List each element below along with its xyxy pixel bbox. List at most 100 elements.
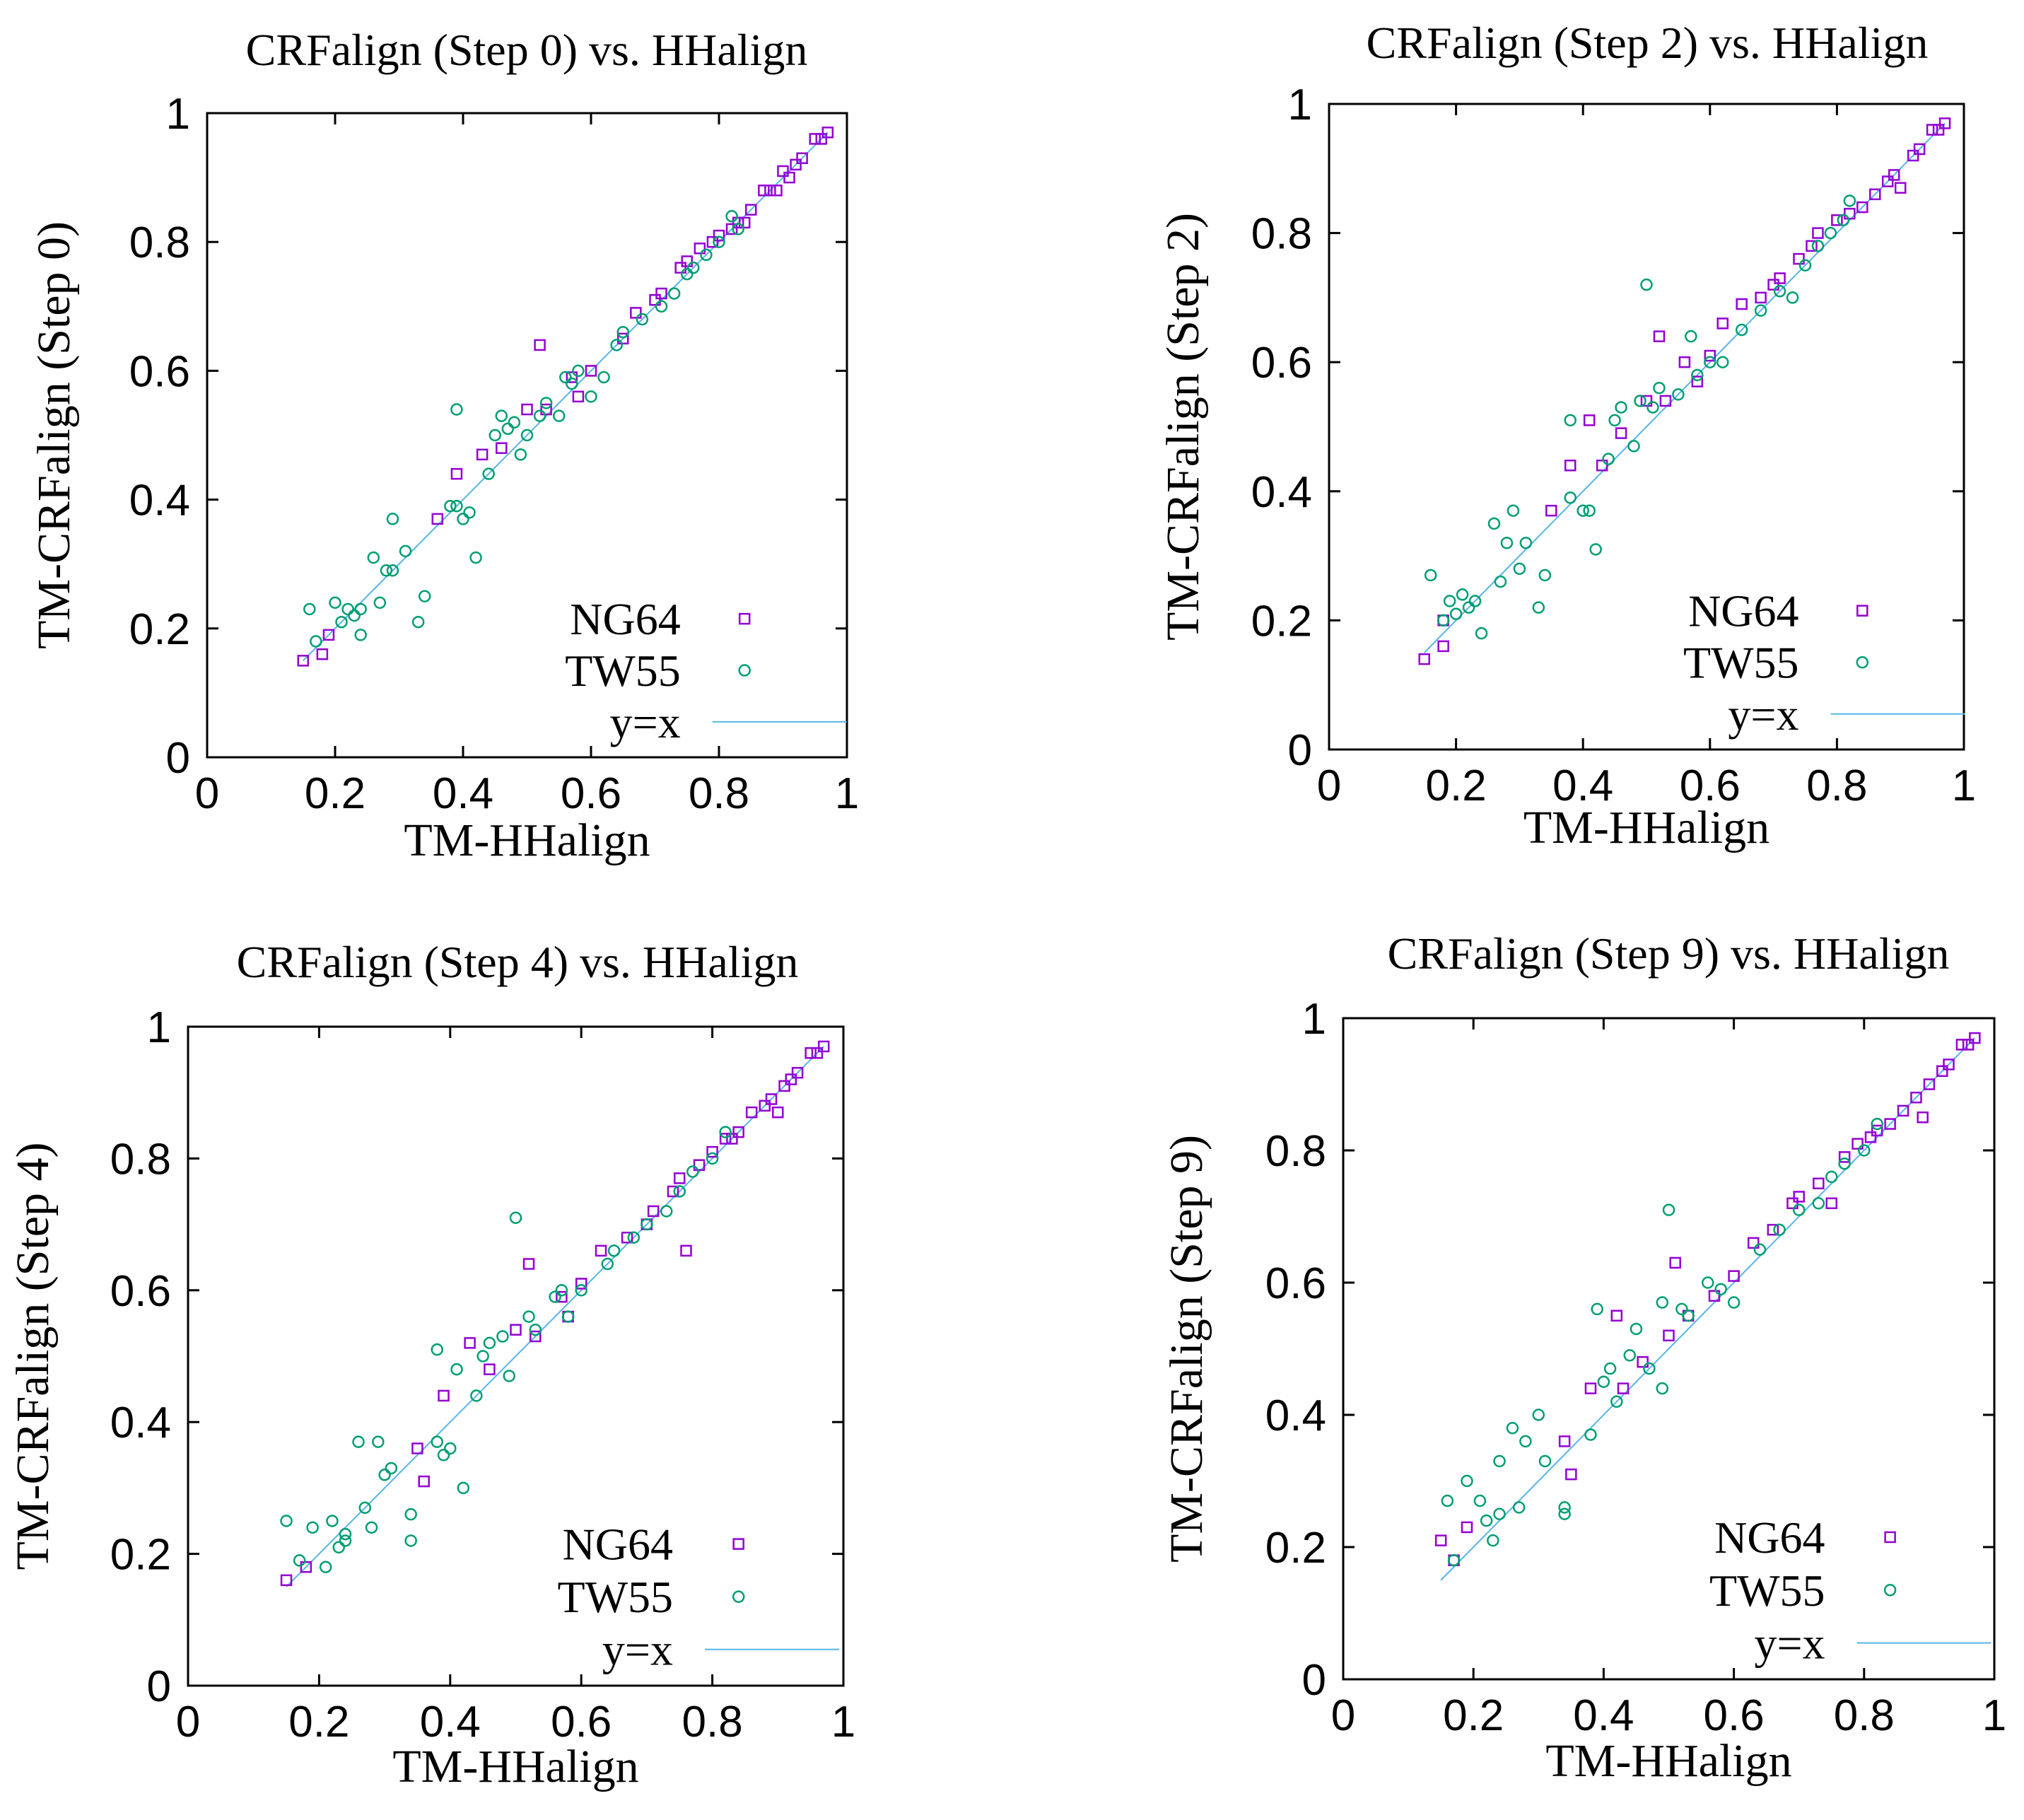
ng64-point bbox=[322, 629, 335, 641]
legend-ng64-marker bbox=[1856, 605, 1868, 617]
ng64-point bbox=[796, 152, 808, 165]
tw55-point bbox=[386, 513, 399, 525]
ng64-point bbox=[758, 185, 770, 197]
ng64-point bbox=[680, 1244, 692, 1257]
tw55-point bbox=[450, 1363, 463, 1376]
ng64-point bbox=[1852, 1138, 1864, 1150]
tw55-point bbox=[1838, 1157, 1851, 1170]
y-tick-label: 0.2 bbox=[129, 605, 190, 654]
ng64-point bbox=[1923, 1078, 1936, 1090]
tw55-point bbox=[367, 551, 380, 564]
legend-label-ng64: NG64 bbox=[570, 594, 680, 644]
tw55-point bbox=[1468, 595, 1482, 607]
ng64-point bbox=[1583, 414, 1596, 426]
tw55-point bbox=[520, 428, 534, 442]
tw55-point bbox=[489, 428, 501, 442]
ng64-point bbox=[1793, 252, 1805, 265]
ng64-point bbox=[630, 307, 642, 319]
tw55-point bbox=[636, 313, 649, 326]
ng64-point bbox=[522, 1258, 535, 1270]
tw55-point bbox=[431, 1435, 444, 1448]
tw55-point bbox=[655, 300, 668, 313]
legend-label-tw55: TW55 bbox=[1683, 638, 1799, 688]
tw55-point bbox=[483, 1336, 496, 1350]
ng64-point bbox=[1584, 1382, 1597, 1394]
ng64-point bbox=[1786, 1197, 1798, 1210]
tw55-point bbox=[293, 1554, 306, 1567]
ng64-point bbox=[1736, 298, 1748, 310]
ng64-point bbox=[1716, 317, 1729, 329]
tw55-point bbox=[457, 513, 469, 525]
ng64-point bbox=[1969, 1032, 1981, 1044]
ng64-point bbox=[1864, 1131, 1877, 1143]
tw55-point bbox=[1685, 329, 1697, 343]
legend-tw55-marker bbox=[1883, 1584, 1897, 1597]
ng64-point bbox=[655, 287, 667, 300]
tw55-point bbox=[1786, 291, 1799, 304]
tw55-point bbox=[1792, 1203, 1806, 1216]
ng64-point bbox=[476, 448, 489, 461]
ng64-point bbox=[297, 655, 309, 667]
tw55-point bbox=[1825, 1170, 1838, 1184]
x-tick-label: 0.6 bbox=[1680, 762, 1741, 810]
ng64-point bbox=[1564, 460, 1577, 472]
tw55-point bbox=[1871, 1117, 1883, 1131]
x-tick-label: 1 bbox=[1952, 762, 1976, 810]
tw55-point bbox=[627, 1231, 640, 1244]
tw55-point bbox=[1564, 491, 1577, 504]
tw55-point bbox=[450, 403, 463, 416]
ng64-point bbox=[1437, 640, 1449, 653]
legend-ng64-marker bbox=[738, 612, 751, 625]
y-tick-label: 0.6 bbox=[1251, 339, 1312, 387]
tw55-point bbox=[329, 596, 341, 609]
legend-label-yx: y=x bbox=[1754, 1618, 1825, 1669]
tw55-point bbox=[463, 506, 476, 519]
legend-label-ng64: NG64 bbox=[1714, 1512, 1825, 1563]
y-axis-label: TM-CRFalign (Step 0) bbox=[28, 221, 80, 649]
tw55-point bbox=[1702, 1276, 1714, 1289]
ng64-point bbox=[1869, 188, 1881, 201]
tw55-point bbox=[1716, 356, 1729, 368]
ng64-point bbox=[1955, 1039, 1968, 1051]
ng64-point bbox=[811, 1047, 824, 1059]
tw55-point bbox=[431, 1343, 444, 1356]
ng64-point bbox=[534, 339, 546, 351]
tw55-point bbox=[1597, 1375, 1610, 1388]
x-tick-label: 0 bbox=[1331, 1691, 1355, 1740]
tw55-point bbox=[348, 609, 361, 622]
ng64-point bbox=[621, 1231, 633, 1244]
tw55-point bbox=[1558, 1507, 1571, 1520]
tw55-point bbox=[1646, 401, 1659, 414]
y-axis-label: TM-CRFalign (Step 2) bbox=[1157, 213, 1209, 641]
tw55-point bbox=[555, 1284, 568, 1297]
tw55-point bbox=[373, 596, 387, 609]
x-tick-label: 0.2 bbox=[1425, 762, 1486, 810]
tw55-point bbox=[1634, 395, 1646, 407]
tw55-point bbox=[380, 564, 393, 577]
x-tick-label: 1 bbox=[1982, 1691, 2006, 1740]
tw55-point bbox=[1487, 517, 1501, 530]
tw55-point bbox=[1449, 607, 1463, 621]
tw55-point bbox=[1691, 368, 1704, 382]
ng64-point bbox=[1888, 169, 1900, 181]
tw55-point bbox=[607, 1244, 621, 1257]
tw55-point bbox=[399, 544, 412, 558]
ng64-point bbox=[1962, 1039, 1975, 1051]
x-tick-label: 0.2 bbox=[1443, 1691, 1504, 1740]
ng64-point bbox=[1871, 1124, 1883, 1137]
tw55-point bbox=[616, 325, 629, 339]
tw55-point bbox=[1662, 1203, 1675, 1216]
legend-ng64-marker bbox=[1884, 1531, 1896, 1544]
ng64-point bbox=[1663, 1329, 1675, 1342]
ng64-point bbox=[566, 371, 578, 383]
ng64-point bbox=[540, 403, 552, 416]
tw55-point bbox=[1615, 401, 1627, 414]
ng64-point bbox=[1704, 349, 1716, 362]
ng64-point bbox=[765, 1093, 778, 1105]
ng64-point bbox=[464, 1337, 476, 1349]
ng64-point bbox=[1907, 149, 1919, 162]
ng64-point bbox=[300, 1561, 312, 1573]
ng64-point bbox=[1913, 143, 1926, 156]
ng64-point bbox=[1615, 427, 1627, 439]
legend-label-tw55: TW55 bbox=[565, 646, 681, 696]
